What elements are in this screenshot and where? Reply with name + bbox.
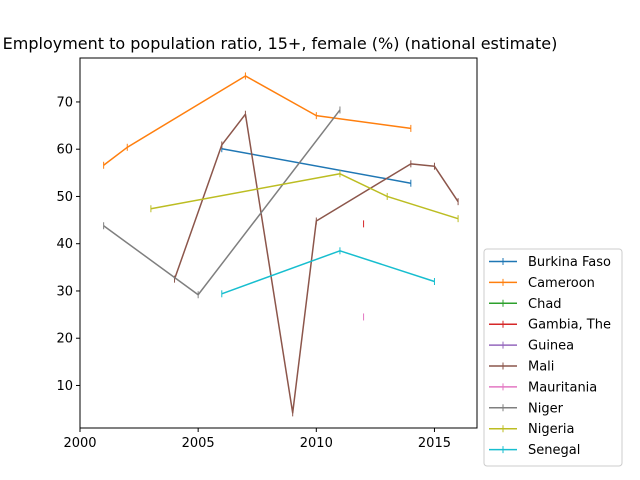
legend-label-cameroon: Cameroon xyxy=(528,276,595,291)
x-tick-label: 2000 xyxy=(63,436,96,451)
axes: 2000 2005 2010 2015 10 20 30 40 50 60 70 xyxy=(56,57,478,451)
x-tick-label: 2015 xyxy=(418,436,451,451)
y-tick-label: 60 xyxy=(56,143,73,158)
y-tick-label: 30 xyxy=(56,284,73,299)
legend-label-guinea: Guinea xyxy=(528,339,574,354)
series-line-niger xyxy=(103,109,341,296)
legend-label-nigeria: Nigeria xyxy=(528,422,575,437)
series-line-nigeria xyxy=(150,173,459,220)
legend-label-senegal: Senegal xyxy=(528,443,580,458)
series-line-mali xyxy=(173,113,459,414)
y-tick-label: 50 xyxy=(56,190,73,205)
chart-title: Employment to population ratio, 15+, fem… xyxy=(3,34,558,53)
legend-label-gambia-the: Gambia, The xyxy=(528,318,611,333)
x-tick-label: 2005 xyxy=(182,436,215,451)
y-tick-label: 10 xyxy=(56,379,73,394)
legend-label-niger: Niger xyxy=(528,401,564,416)
legend-label-chad: Chad xyxy=(528,297,562,312)
series-line-burkina-faso xyxy=(221,147,411,184)
axes-frame xyxy=(79,57,478,429)
series-line-senegal xyxy=(221,250,435,295)
legend-label-mali: Mali xyxy=(528,360,554,375)
legend-label-burkina-faso: Burkina Faso xyxy=(528,255,611,270)
series-line-cameroon xyxy=(103,75,411,166)
legend-label-mauritania: Mauritania xyxy=(528,380,597,395)
y-tick-label: 40 xyxy=(56,237,73,252)
x-tick-label: 2010 xyxy=(300,436,333,451)
plot-area xyxy=(103,72,459,417)
y-tick-label: 70 xyxy=(56,95,73,110)
legend-box xyxy=(483,248,623,467)
legend: Burkina Faso Cameroon Chad Gambia, The Guine… xyxy=(483,248,623,467)
y-tick-label: 20 xyxy=(56,332,73,347)
